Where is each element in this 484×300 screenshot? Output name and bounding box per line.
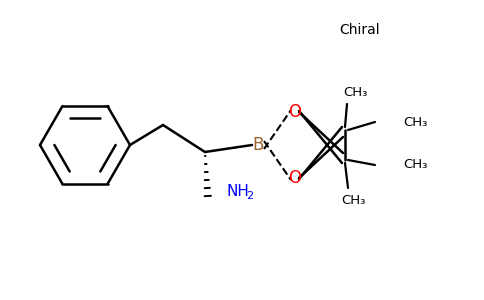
Text: CH₃: CH₃ [343,85,367,98]
Text: CH₃: CH₃ [403,116,427,128]
Text: Chiral: Chiral [340,23,380,37]
Text: CH₃: CH₃ [403,158,427,172]
Text: B: B [252,136,264,154]
Text: 2: 2 [246,191,253,201]
Text: CH₃: CH₃ [341,194,365,206]
Text: O: O [288,169,302,187]
Text: NH: NH [226,184,249,200]
Text: O: O [288,103,302,121]
